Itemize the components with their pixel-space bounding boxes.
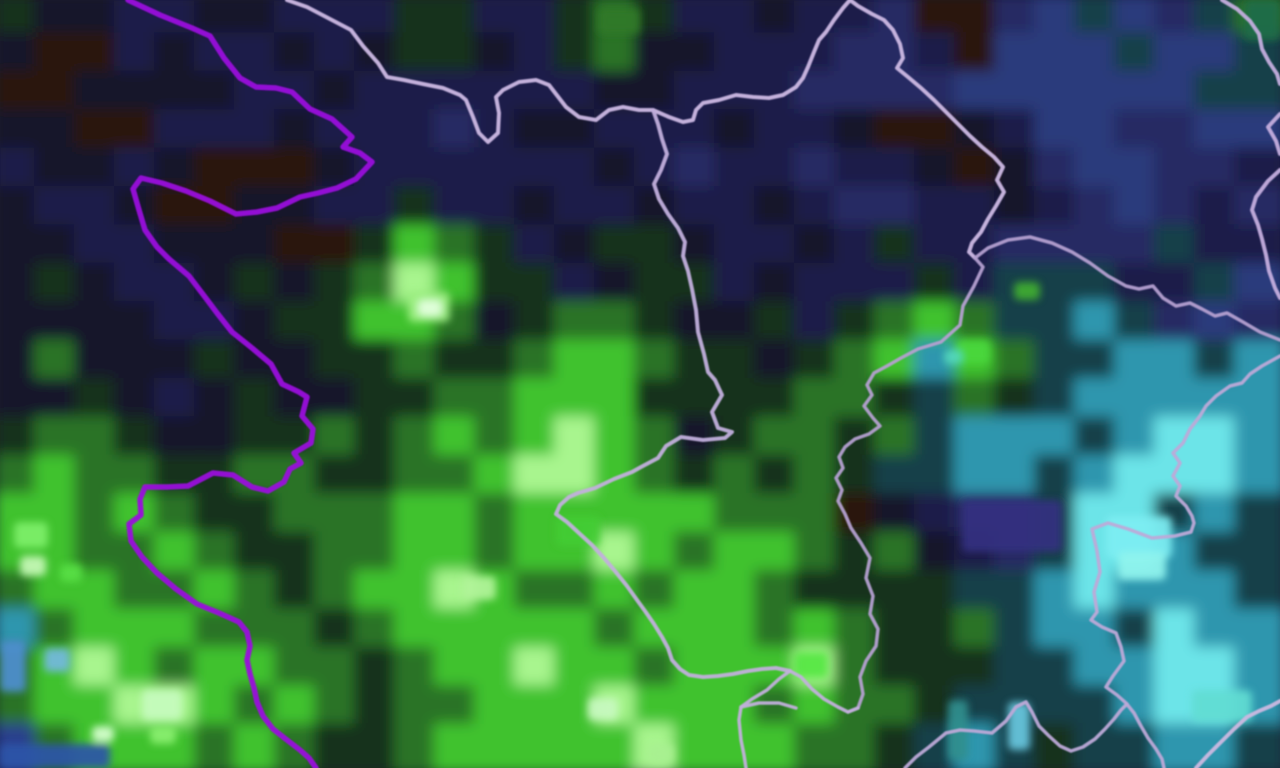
boundary-central-border xyxy=(554,108,792,679)
boundary-west-border xyxy=(125,0,375,768)
cloud-highlight xyxy=(92,726,114,742)
cloud-highlight xyxy=(44,648,70,672)
cloud-highlight xyxy=(462,576,496,600)
boundary-southeast-corner-border xyxy=(1194,699,1280,768)
cloud-highlight xyxy=(1014,282,1040,300)
cloud-highlight xyxy=(1118,552,1166,580)
cloud-highlight xyxy=(418,300,442,316)
cloud-highlight xyxy=(150,726,176,744)
boundary-south-east-wiggle xyxy=(903,700,1129,768)
cloud-highlight xyxy=(60,564,82,582)
pixel-cell xyxy=(1234,723,1280,768)
boundary-central-east-fork xyxy=(788,669,860,714)
cloud-highlight xyxy=(1008,702,1030,750)
cloud-highlight xyxy=(588,698,618,720)
boundary-northeast-corner-border xyxy=(1220,0,1280,86)
cloud-highlight xyxy=(598,8,640,34)
boundary-right-edge-mid-border xyxy=(1250,168,1280,300)
boundary-north-border xyxy=(285,0,1006,260)
admin-boundary-layer xyxy=(125,0,1280,768)
cloud-highlight xyxy=(794,652,828,678)
cloud-highlight xyxy=(14,522,48,548)
cloud-highlight xyxy=(944,350,962,364)
boundary-east-branch xyxy=(973,235,1280,342)
cloud-highlight xyxy=(648,744,674,764)
cloud-highlight xyxy=(956,340,990,364)
cloud-highlight xyxy=(142,690,182,720)
cloud-highlight xyxy=(0,744,110,768)
cloud-highlight xyxy=(1192,690,1252,722)
cloud-highlight xyxy=(962,500,1062,552)
boundary-right-edge-notch xyxy=(1266,112,1280,156)
boundary-southwest-branch xyxy=(834,256,985,714)
cloud-highlight xyxy=(20,556,46,576)
cloud-highlight xyxy=(1244,0,1280,40)
boundary-right-border xyxy=(1089,354,1280,768)
boundary-central-fork-spur xyxy=(739,701,798,710)
cloud-highlight xyxy=(0,640,26,692)
